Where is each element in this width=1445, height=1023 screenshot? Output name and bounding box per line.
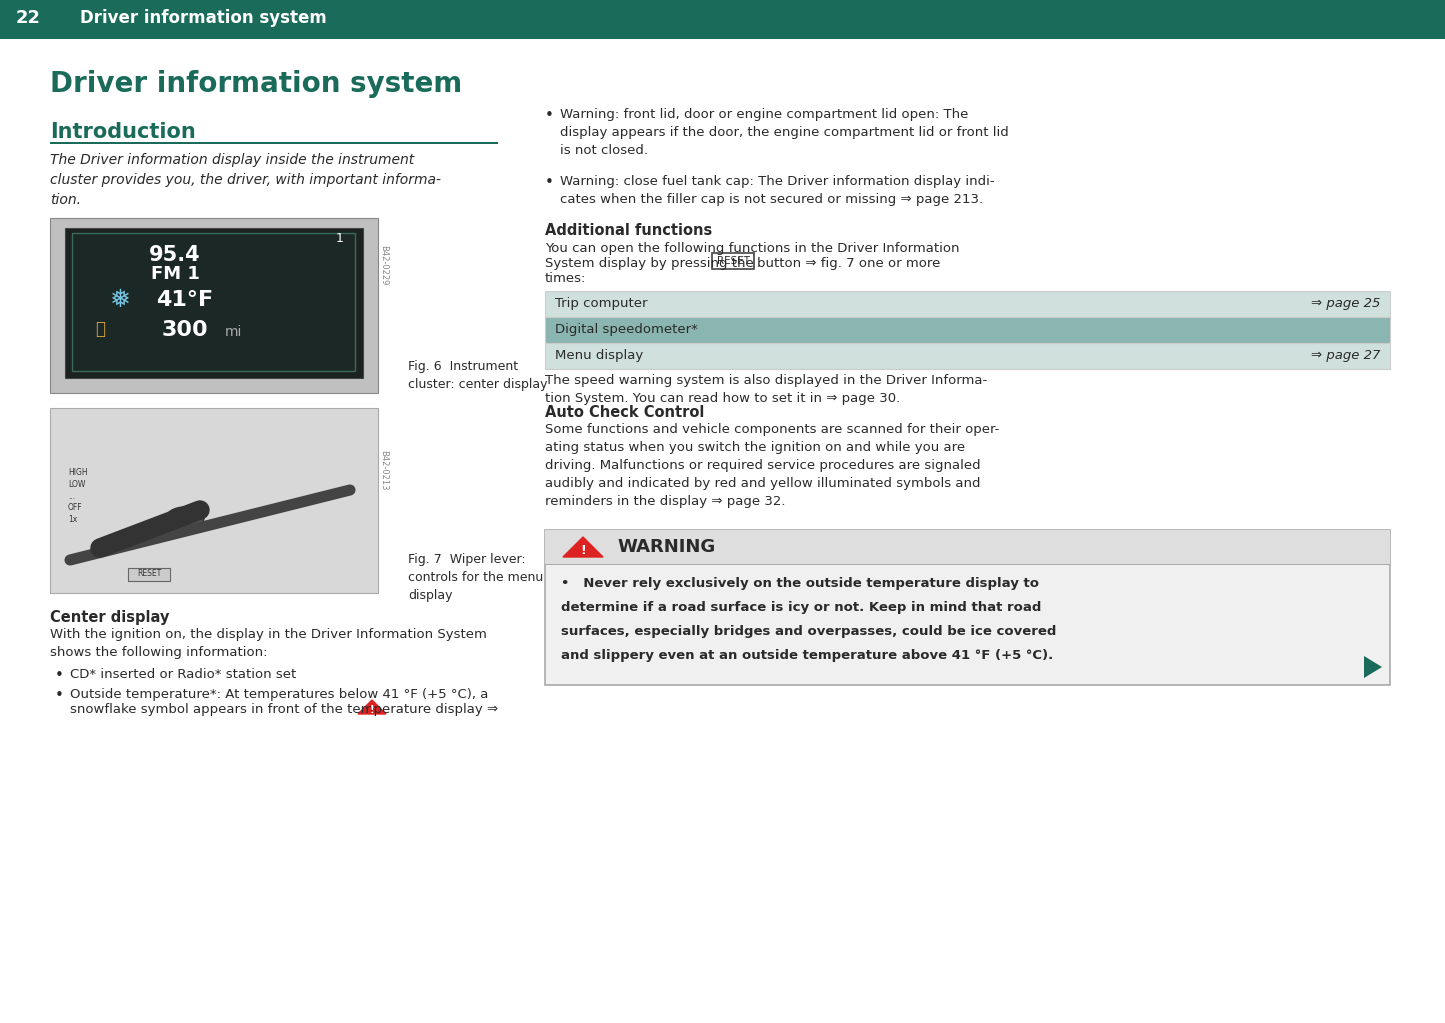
Text: 22: 22 xyxy=(16,9,40,27)
Text: Digital speedometer*: Digital speedometer* xyxy=(555,323,698,337)
Text: Auto Check Control: Auto Check Control xyxy=(545,405,704,420)
Bar xyxy=(0,0,1445,36)
Bar xyxy=(0,36,1445,39)
Text: Center display: Center display xyxy=(51,610,169,625)
Text: The Driver information display inside the instrument
cluster provides you, the d: The Driver information display inside th… xyxy=(51,153,441,207)
Text: RESET: RESET xyxy=(717,256,750,266)
Text: Warning: front lid, door or engine compartment lid open: The
display appears if : Warning: front lid, door or engine compa… xyxy=(561,108,1009,157)
Text: RESET: RESET xyxy=(137,570,162,578)
Text: ❅: ❅ xyxy=(110,288,130,312)
Text: Introduction: Introduction xyxy=(51,122,195,142)
Bar xyxy=(545,343,1390,369)
Text: WARNING: WARNING xyxy=(617,538,715,555)
Text: ⛽: ⛽ xyxy=(95,320,105,338)
Text: B42-0213: B42-0213 xyxy=(380,450,389,490)
Text: ⇒ page 27: ⇒ page 27 xyxy=(1311,350,1380,362)
Text: and slippery even at an outside temperature above 41 °F (+5 °C).: and slippery even at an outside temperat… xyxy=(561,649,1053,662)
Text: •   Never rely exclusively on the outside temperature display to: • Never rely exclusively on the outside … xyxy=(561,577,1039,590)
Polygon shape xyxy=(358,700,386,714)
Text: System display by pressing the: System display by pressing the xyxy=(545,257,754,270)
Bar xyxy=(51,142,499,143)
Text: determine if a road surface is icy or not. Keep in mind that road: determine if a road surface is icy or no… xyxy=(561,601,1042,614)
Bar xyxy=(545,317,1390,343)
Text: surfaces, especially bridges and overpasses, could be ice covered: surfaces, especially bridges and overpas… xyxy=(561,625,1056,638)
Text: FM 1: FM 1 xyxy=(150,265,199,283)
Text: 1: 1 xyxy=(337,232,344,244)
Bar xyxy=(51,218,379,393)
Bar xyxy=(72,233,355,371)
Text: •: • xyxy=(545,175,553,190)
Text: Fig. 7  Wiper lever:
controls for the menu
display: Fig. 7 Wiper lever: controls for the men… xyxy=(407,553,543,602)
Text: ⇒ page 25: ⇒ page 25 xyxy=(1311,298,1380,311)
Text: Driver information system: Driver information system xyxy=(79,9,327,27)
Text: Trip computer: Trip computer xyxy=(555,298,647,311)
Text: Additional functions: Additional functions xyxy=(545,223,712,238)
Text: Warning: close fuel tank cap: The Driver information display indi-
cates when th: Warning: close fuel tank cap: The Driver… xyxy=(561,175,994,206)
Text: times:: times: xyxy=(545,272,587,285)
Text: You can open the following functions in the Driver Information: You can open the following functions in … xyxy=(545,242,959,255)
Polygon shape xyxy=(564,537,603,557)
Text: •: • xyxy=(55,688,64,703)
Text: HIGH
LOW
...
OFF
1x: HIGH LOW ... OFF 1x xyxy=(68,468,88,524)
Text: 300: 300 xyxy=(162,320,208,340)
Text: With the ignition on, the display in the Driver Information System
shows the fol: With the ignition on, the display in the… xyxy=(51,628,487,659)
Text: Some functions and vehicle components are scanned for their oper-
ating status w: Some functions and vehicle components ar… xyxy=(545,422,1000,508)
Text: snowflake symbol appears in front of the temperature display ⇒: snowflake symbol appears in front of the… xyxy=(69,703,499,716)
Text: !: ! xyxy=(370,705,374,715)
Bar xyxy=(51,408,379,593)
Text: CD* inserted or Radio* station set: CD* inserted or Radio* station set xyxy=(69,668,296,681)
FancyBboxPatch shape xyxy=(712,253,754,269)
Text: button ⇒ fig. 7 one or more: button ⇒ fig. 7 one or more xyxy=(757,257,941,270)
Text: !: ! xyxy=(579,543,585,557)
Bar xyxy=(129,568,171,581)
Bar xyxy=(65,228,363,379)
Text: •: • xyxy=(55,668,64,683)
Bar xyxy=(545,530,1390,564)
Bar xyxy=(545,530,1390,685)
Text: Driver information system: Driver information system xyxy=(51,70,462,98)
Text: mi: mi xyxy=(225,325,243,339)
Text: Outside temperature*: At temperatures below 41 °F (+5 °C), a: Outside temperature*: At temperatures be… xyxy=(69,688,488,701)
Text: The speed warning system is also displayed in the Driver Informa-
tion System. Y: The speed warning system is also display… xyxy=(545,374,987,405)
Text: Fig. 6  Instrument
cluster: center display: Fig. 6 Instrument cluster: center displa… xyxy=(407,360,548,391)
Bar xyxy=(545,291,1390,317)
Polygon shape xyxy=(1364,656,1381,678)
Text: 95.4: 95.4 xyxy=(149,244,201,265)
Ellipse shape xyxy=(166,507,204,529)
Text: 41°F: 41°F xyxy=(156,290,214,310)
Text: •: • xyxy=(545,108,553,123)
Text: Menu display: Menu display xyxy=(555,350,643,362)
Text: B42-0229: B42-0229 xyxy=(380,244,389,285)
